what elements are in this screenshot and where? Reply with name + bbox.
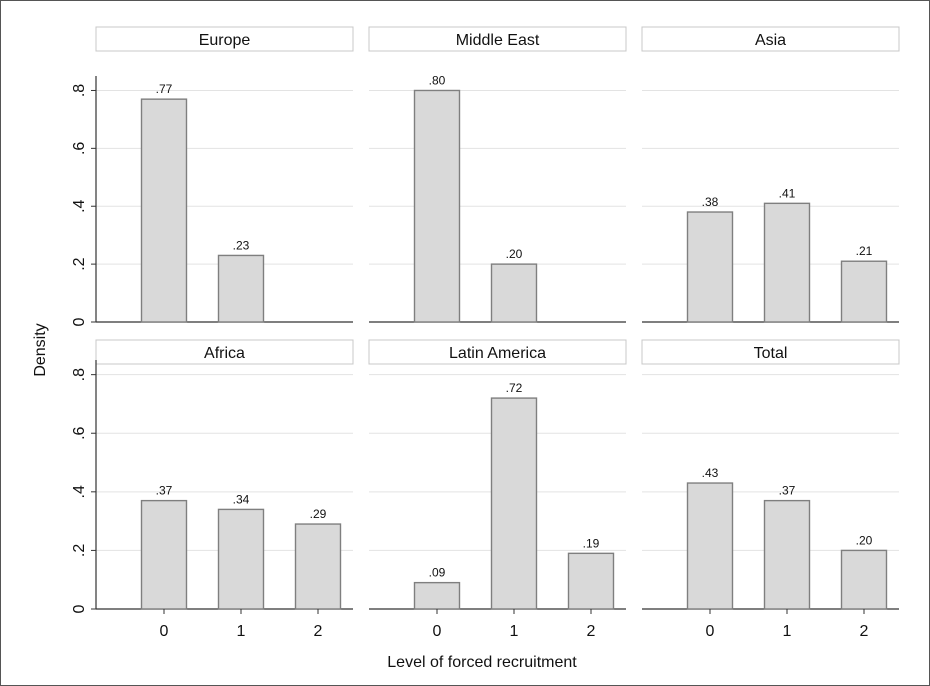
bar (840, 549, 888, 610)
x-tick-label: 1 (510, 623, 519, 640)
bar-value-label: .19 (583, 536, 600, 550)
bar (217, 254, 265, 323)
panel-title: Latin America (449, 345, 546, 362)
y-tick-label: .8 (71, 84, 88, 97)
panel-title: Total (754, 345, 788, 362)
y-axis-title: Density (32, 323, 49, 376)
bar-value-label: .20 (506, 247, 523, 261)
bar (686, 482, 734, 610)
bar-value-label: .37 (779, 484, 796, 498)
bar (294, 523, 342, 610)
x-tick-label: 1 (783, 623, 792, 640)
panel-strip (368, 26, 627, 52)
panel-title: Middle East (456, 32, 540, 49)
y-axis-row-2: 0 .2 .4 .6 .8 (71, 360, 97, 613)
panel-title: Africa (204, 345, 245, 362)
y-tick-label: 0 (71, 317, 88, 326)
bar-value-label: .72 (506, 381, 523, 395)
x-tick-label: 0 (433, 623, 442, 640)
panel-strip (641, 339, 900, 365)
panel-strip (641, 26, 900, 52)
panel-strip (95, 26, 354, 52)
bar (763, 499, 811, 610)
bar (686, 211, 734, 323)
panel-title: Europe (199, 32, 251, 49)
bar-value-label: .43 (702, 466, 719, 480)
panel-latin-america: Latin America .09 .72 .19 0 1 2 (368, 339, 627, 640)
panel-africa: Africa .37 .34 .29 0 1 2 (95, 339, 354, 640)
bar (763, 202, 811, 323)
x-tick-label: 2 (587, 623, 596, 640)
panel-title: Asia (755, 32, 786, 49)
x-tick-label: 0 (160, 623, 169, 640)
panel-asia: Asia .38 .41 .21 (641, 26, 900, 323)
x-axis-title: Level of forced recruitment (387, 654, 577, 671)
bar-value-label: .77 (156, 82, 173, 96)
bar-value-label: .29 (310, 507, 327, 521)
y-axis-row-1: 0 .2 .4 .6 .8 (71, 76, 97, 326)
bar-value-label: .21 (856, 244, 873, 258)
panel-middle-east: Middle East .80 .20 (368, 26, 627, 323)
panel-strip (95, 339, 354, 365)
panel-total: Total .43 .37 .20 0 1 2 (641, 339, 900, 640)
x-tick-label: 2 (314, 623, 323, 640)
y-tick-label: .4 (71, 199, 88, 212)
axes-layer: 0 .2 .4 .6 .8 0 .2 .4 .6 .8 (71, 76, 97, 613)
bar (413, 89, 461, 323)
bar (217, 508, 265, 610)
bar (567, 552, 615, 610)
bar-value-label: .80 (429, 73, 446, 87)
x-tick-label: 0 (706, 623, 715, 640)
y-tick-label: .4 (71, 485, 88, 498)
x-tick-label: 2 (860, 623, 869, 640)
y-tick-label: .6 (71, 426, 88, 439)
y-tick-label: .6 (71, 142, 88, 155)
bar-value-label: .23 (233, 238, 250, 252)
y-tick-label: 0 (71, 604, 88, 613)
bar-value-label: .41 (779, 186, 796, 200)
y-tick-label: .2 (71, 544, 88, 557)
bar (490, 263, 538, 323)
panels-layer: Europe .77 .23 Middle East .80 .20 Asia .38 .41.… (95, 26, 900, 640)
bar-value-label: .09 (429, 566, 446, 580)
bar (840, 260, 888, 323)
bar-value-label: .34 (233, 492, 250, 506)
bar (140, 98, 188, 323)
bar-value-label: .20 (856, 533, 873, 547)
bar-value-label: .37 (156, 484, 173, 498)
bar (490, 397, 538, 610)
y-tick-label: .2 (71, 257, 88, 270)
panel-strip (368, 339, 627, 365)
bar-value-label: .38 (702, 195, 719, 209)
y-tick-label: .8 (71, 368, 88, 381)
x-tick-label: 1 (237, 623, 246, 640)
bar (413, 581, 461, 610)
bar (140, 499, 188, 610)
panel-europe: Europe .77 .23 (95, 26, 354, 323)
